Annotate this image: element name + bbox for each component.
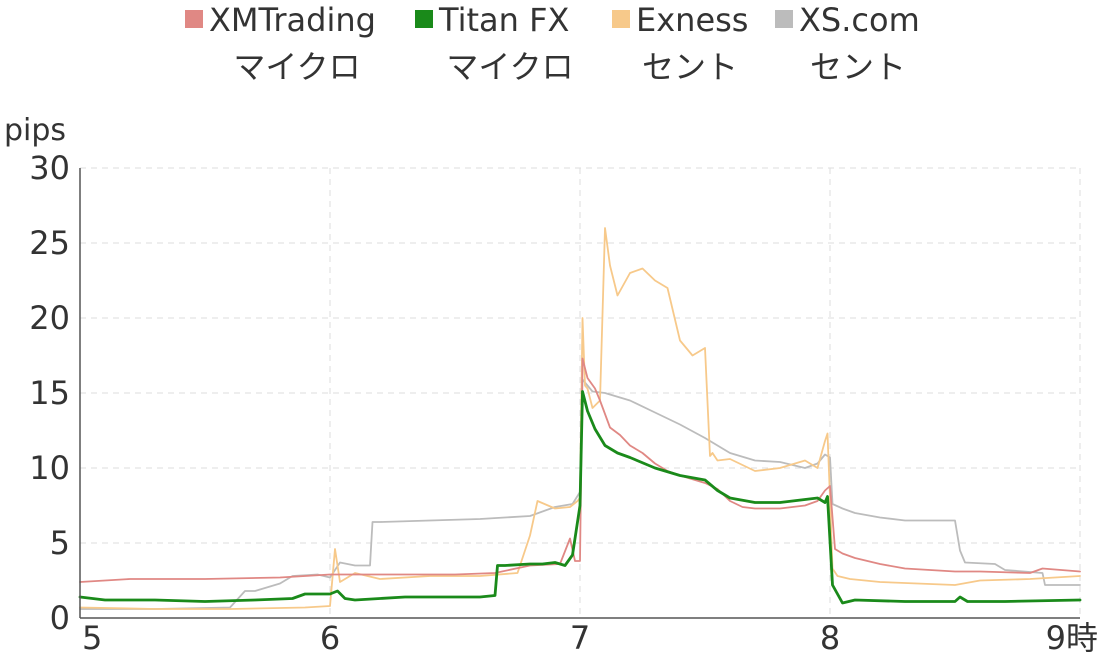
y-tick-label: 30 [29,149,70,187]
legend-label: XS.com [799,1,920,39]
series-line [78,390,1082,605]
y-tick-label: 20 [29,299,70,337]
legend-label: Titan FX [438,1,569,39]
legend-label: Exness [636,1,748,39]
legend-item: XMTrading マイクロ [185,1,376,86]
legend-item: Titan FX マイクロ [415,1,574,86]
legend-label-sub: セント [642,48,738,86]
x-tick-label: 8 [820,619,840,655]
legend-swatch [612,10,630,28]
legend-swatch [185,10,203,28]
legend-label-sub: セント [810,48,906,86]
y-tick-label: 10 [29,449,70,487]
x-tick-label: 6 [320,619,340,655]
y-tick-label: 25 [29,224,70,262]
y-axis-ticks: 0 5 10 15 20 25 30 [29,149,70,637]
legend-item: Exness セント [612,1,748,86]
y-tick-label: 0 [50,599,70,637]
series-line [79,227,1081,610]
legend-swatch [415,10,433,28]
x-tick-label: 5 [82,619,102,655]
legend-label: XMTrading [209,1,376,39]
x-tick-label: 9時 [1046,619,1098,655]
y-axis-unit-label: pips [4,113,66,148]
series-lines [78,227,1082,610]
legend-label-sub: マイクロ [446,48,573,86]
x-axis-ticks: 5 6 7 8 9時 [82,619,1098,655]
y-tick-label: 15 [29,374,70,412]
legend-swatch [775,10,793,28]
x-tick-label: 7 [570,619,590,655]
legend-label-sub: マイクロ [233,48,360,86]
legend-item: XS.com セント [775,1,920,86]
y-tick-label: 5 [50,524,70,562]
series-line [79,378,1081,610]
